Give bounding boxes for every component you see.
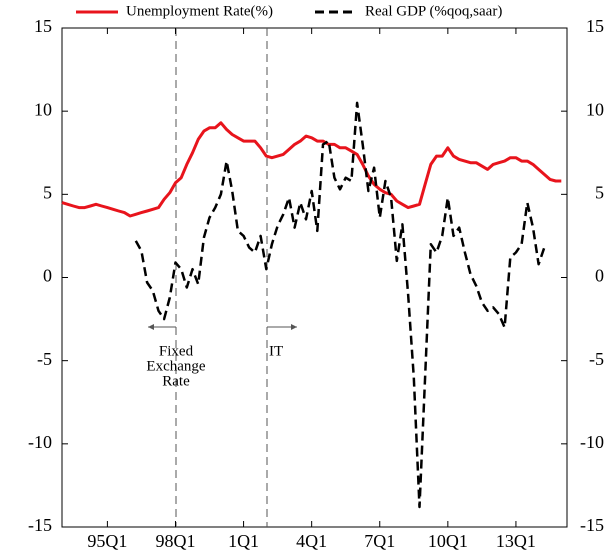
x-tick-label: 7Q1 xyxy=(364,531,395,551)
x-tick-label: 4Q1 xyxy=(296,531,327,551)
x-tick-label: 1Q1 xyxy=(228,531,259,551)
y-tick-label: -10 xyxy=(28,432,52,452)
plot-frame xyxy=(61,27,568,528)
y2-tick-label: 0 xyxy=(595,266,604,286)
y2-tick-label: -15 xyxy=(580,515,604,535)
y-tick-label: -5 xyxy=(37,349,52,369)
y2-tick-label: 5 xyxy=(595,182,604,202)
annotation: Rate xyxy=(162,373,190,389)
legend-label: Real GDP (%qoq,saar) xyxy=(365,3,502,19)
annotation: Exchange xyxy=(146,358,205,374)
y2-tick-label: 10 xyxy=(586,99,604,119)
x-tick-label: 10Q1 xyxy=(428,531,468,551)
legend-label: Unemployment Rate(%) xyxy=(126,3,273,19)
x-tick-label: 13Q1 xyxy=(496,531,536,551)
series-line xyxy=(61,121,562,218)
y2-tick-label: 15 xyxy=(586,16,604,36)
y-tick-label: 0 xyxy=(43,266,52,286)
arrow-head xyxy=(291,324,297,330)
y2-tick-label: -5 xyxy=(589,349,604,369)
annotation: IT xyxy=(269,343,283,359)
y-tick-label: 10 xyxy=(34,99,52,119)
y2-tick-label: -10 xyxy=(580,432,604,452)
y-tick-label: -15 xyxy=(28,515,52,535)
series-line xyxy=(134,101,546,509)
annotation: Fixed xyxy=(159,343,194,359)
y-tick-label: 5 xyxy=(43,182,52,202)
x-tick-label: 95Q1 xyxy=(87,531,127,551)
arrow-head xyxy=(148,324,154,330)
x-tick-label: 98Q1 xyxy=(155,531,195,551)
y-tick-label: 15 xyxy=(34,16,52,36)
